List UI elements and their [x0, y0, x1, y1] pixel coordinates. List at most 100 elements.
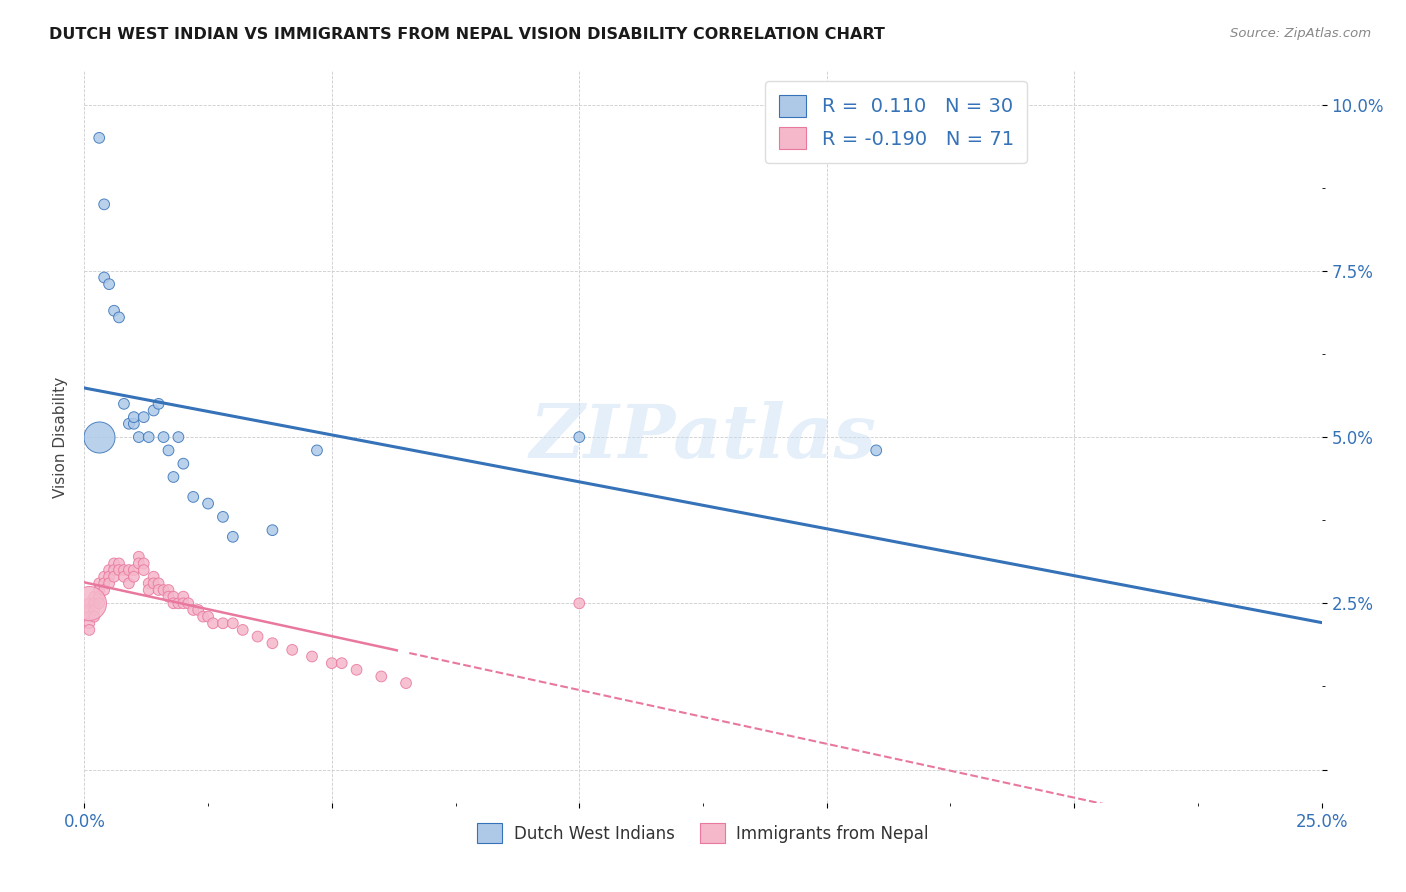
Legend: Dutch West Indians, Immigrants from Nepal: Dutch West Indians, Immigrants from Nepa…	[471, 817, 935, 849]
Point	[79, 616, 101, 631]
Point	[89, 590, 111, 604]
Point	[148, 576, 170, 591]
Point	[172, 590, 194, 604]
Point	[93, 270, 115, 285]
Point	[370, 669, 392, 683]
Point	[152, 582, 174, 597]
Point	[98, 277, 121, 292]
Point	[103, 570, 125, 584]
Point	[93, 582, 115, 597]
Point	[79, 596, 101, 610]
Point	[197, 609, 219, 624]
Point	[262, 523, 284, 537]
Point	[301, 649, 323, 664]
Point	[98, 576, 121, 591]
Point	[148, 582, 170, 597]
Point	[157, 443, 180, 458]
Point	[103, 557, 125, 571]
Text: ZIPatlas: ZIPatlas	[530, 401, 876, 474]
Point	[321, 656, 343, 670]
Point	[89, 576, 111, 591]
Point	[122, 570, 145, 584]
Point	[98, 563, 121, 577]
Point	[83, 609, 105, 624]
Point	[865, 443, 887, 458]
Point	[93, 570, 115, 584]
Point	[177, 596, 200, 610]
Point	[118, 563, 141, 577]
Point	[568, 430, 591, 444]
Point	[157, 582, 180, 597]
Point	[79, 603, 101, 617]
Text: Source: ZipAtlas.com: Source: ZipAtlas.com	[1230, 27, 1371, 40]
Point	[181, 603, 204, 617]
Point	[568, 596, 591, 610]
Point	[83, 603, 105, 617]
Point	[118, 576, 141, 591]
Point	[138, 576, 160, 591]
Point	[167, 430, 190, 444]
Point	[93, 576, 115, 591]
Point	[281, 643, 304, 657]
Point	[222, 616, 245, 631]
Point	[132, 563, 155, 577]
Point	[112, 570, 135, 584]
Point	[162, 596, 184, 610]
Point	[162, 590, 184, 604]
Point	[187, 603, 209, 617]
Point	[197, 497, 219, 511]
Point	[262, 636, 284, 650]
Point	[142, 576, 165, 591]
Point	[79, 623, 101, 637]
Point	[395, 676, 418, 690]
Point	[157, 590, 180, 604]
Point	[330, 656, 353, 670]
Point	[112, 563, 135, 577]
Point	[122, 417, 145, 431]
Point	[167, 596, 190, 610]
Point	[346, 663, 368, 677]
Point	[118, 417, 141, 431]
Point	[305, 443, 328, 458]
Point	[108, 563, 131, 577]
Point	[89, 430, 111, 444]
Point	[138, 430, 160, 444]
Point	[246, 630, 269, 644]
Point	[128, 557, 150, 571]
Point	[152, 430, 174, 444]
Point	[98, 570, 121, 584]
Point	[172, 596, 194, 610]
Point	[79, 596, 101, 610]
Point	[103, 563, 125, 577]
Point	[83, 596, 105, 610]
Point	[142, 403, 165, 417]
Point	[93, 197, 115, 211]
Point	[222, 530, 245, 544]
Point	[83, 590, 105, 604]
Y-axis label: Vision Disability: Vision Disability	[52, 376, 67, 498]
Point	[202, 616, 225, 631]
Point	[103, 303, 125, 318]
Point	[128, 430, 150, 444]
Point	[142, 570, 165, 584]
Point	[132, 410, 155, 425]
Point	[108, 557, 131, 571]
Point	[162, 470, 184, 484]
Point	[89, 131, 111, 145]
Point	[89, 596, 111, 610]
Text: DUTCH WEST INDIAN VS IMMIGRANTS FROM NEPAL VISION DISABILITY CORRELATION CHART: DUTCH WEST INDIAN VS IMMIGRANTS FROM NEP…	[49, 27, 886, 42]
Point	[138, 582, 160, 597]
Point	[89, 582, 111, 597]
Point	[148, 397, 170, 411]
Point	[132, 557, 155, 571]
Point	[212, 616, 235, 631]
Point	[108, 310, 131, 325]
Point	[181, 490, 204, 504]
Point	[122, 410, 145, 425]
Point	[191, 609, 214, 624]
Point	[79, 609, 101, 624]
Point	[122, 563, 145, 577]
Point	[212, 509, 235, 524]
Point	[232, 623, 254, 637]
Point	[112, 397, 135, 411]
